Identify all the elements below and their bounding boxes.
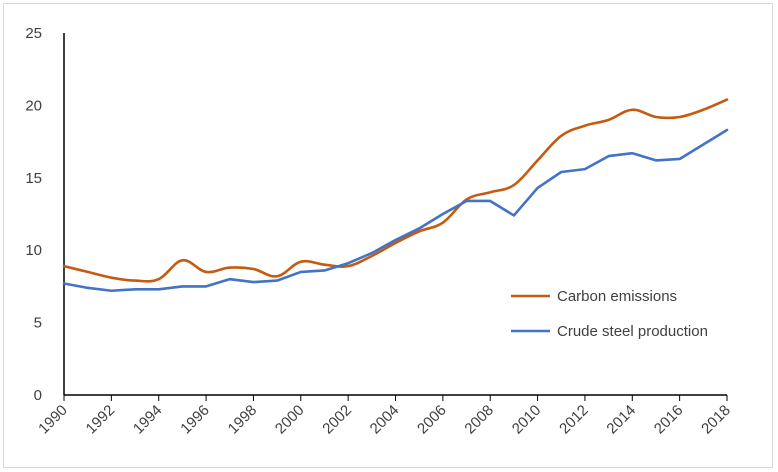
x-tick-label: 2014 xyxy=(603,402,639,438)
x-tick-label: 2016 xyxy=(651,402,687,438)
y-tick-label: 20 xyxy=(25,97,42,114)
series-line-carbon-emissions xyxy=(62,98,729,283)
x-tick-label: 1996 xyxy=(177,402,213,438)
x-tick-label: 2000 xyxy=(272,402,308,438)
legend-label: Carbon emissions xyxy=(557,288,677,305)
x-tick-label: 1994 xyxy=(130,402,166,438)
x-tick-label: 2012 xyxy=(556,402,592,438)
y-tick-label: 15 xyxy=(25,170,42,187)
y-tick-label: 5 xyxy=(34,315,42,332)
x-tick-label: 1990 xyxy=(35,402,71,438)
x-tick-label: 2002 xyxy=(319,402,355,438)
legend-label: Crude steel production xyxy=(557,323,708,340)
y-tick-label: 10 xyxy=(25,242,42,259)
x-tick-label: 2006 xyxy=(414,402,450,438)
series-group xyxy=(62,98,729,293)
y-tick-label: 0 xyxy=(34,387,42,404)
x-tick-label: 2018 xyxy=(698,402,734,438)
legend: Carbon emissions Crude steel production xyxy=(511,288,708,340)
axes: 0 5 10 15 20 25 1990 1992 1994 1996 1998 2000 2002 20… xyxy=(25,25,734,437)
chart-frame xyxy=(3,3,773,468)
x-tick-label: 2010 xyxy=(509,402,545,438)
series-line-crude-steel-production xyxy=(62,128,729,293)
x-tick-label: 1998 xyxy=(225,402,261,438)
x-tick-label: 2008 xyxy=(461,402,497,438)
x-tick-label: 2004 xyxy=(367,402,403,438)
x-tick-label: 1992 xyxy=(83,402,119,438)
y-tick-label: 25 xyxy=(25,25,42,42)
